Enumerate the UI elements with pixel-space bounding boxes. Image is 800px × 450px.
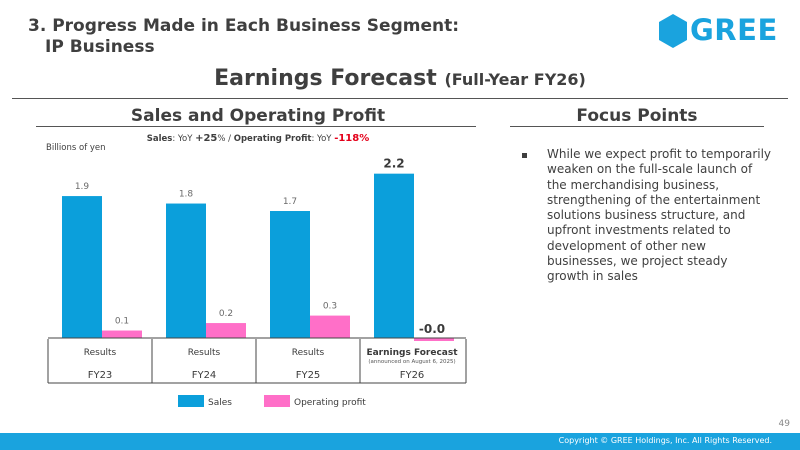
sales-value-label-FY23: 1.9	[75, 182, 90, 192]
yoy-separator: /	[225, 134, 234, 144]
op-profit-bar-FY25	[310, 315, 350, 338]
yoy-op-value: -118	[334, 133, 360, 144]
gree-logo: GREE	[658, 13, 778, 49]
yoy-sales-value: +25	[195, 133, 218, 144]
page-title: Earnings Forecast (Full-Year FY26)	[0, 66, 800, 91]
legend-label-op-profit: Operating profit	[294, 398, 366, 408]
op-profit-value-label-FY25: 0.3	[323, 302, 337, 312]
chart-heading: Sales and Operating Profit	[130, 106, 386, 126]
focus-heading: Focus Points	[576, 106, 698, 126]
yoy-sales-pct: %	[217, 134, 226, 144]
logo-text: GREE	[690, 13, 778, 47]
period-note-FY26: (announced on August 6, 2025)	[368, 359, 455, 365]
op-profit-bar-FY23	[102, 330, 142, 338]
sales-value-label-FY25: 1.7	[283, 197, 297, 207]
category-label-FY25: FY25	[296, 370, 321, 381]
period-label-FY26: Earnings Forecast	[366, 348, 458, 358]
page-title-sub: (Full-Year FY26)	[444, 70, 586, 89]
op-profit-value-label-FY24: 0.2	[219, 309, 233, 319]
legend-swatch-op-profit	[264, 395, 290, 407]
sales-value-label-FY24: 1.8	[179, 190, 194, 200]
yoy-op-prefix: : YoY	[311, 134, 335, 144]
yoy-sales-prefix: : YoY	[172, 134, 196, 144]
period-label-FY23: Results	[84, 348, 117, 358]
category-label-FY23: FY23	[88, 370, 113, 381]
chart-heading-divider	[36, 126, 476, 127]
yoy-sales-label: Sales	[146, 134, 173, 144]
section-title-line1: 3. Progress Made in Each Business Segmen…	[28, 16, 460, 36]
focus-heading-divider	[510, 126, 764, 127]
page-title-main: Earnings Forecast	[214, 66, 437, 91]
period-label-FY25: Results	[292, 348, 325, 358]
category-label-FY26: FY26	[400, 370, 425, 381]
sales-bar-FY26	[374, 173, 414, 338]
category-label-FY24: FY24	[192, 370, 217, 381]
op-profit-bar-FY24	[206, 323, 246, 338]
focus-bullet-item: While we expect profit to temporarily we…	[522, 147, 772, 285]
footer-bar: Copyright © GREE Holdings, Inc. All Righ…	[0, 433, 800, 450]
square-bullet-icon	[522, 153, 527, 158]
op-profit-value-label-FY23: 0.1	[115, 317, 129, 327]
hexagon-logo-icon	[659, 14, 687, 48]
title-divider	[12, 98, 788, 99]
op-profit-bar-FY26	[414, 338, 454, 341]
section-title: 3. Progress Made in Each Business Segmen…	[28, 16, 459, 58]
op-profit-value-label-FY26: -0.0	[419, 322, 445, 336]
period-label-FY24: Results	[188, 348, 221, 358]
yoy-summary: Sales: YoY +25% / Operating Profit: YoY …	[40, 133, 476, 144]
sales-value-label-FY26: 2.2	[383, 157, 404, 171]
sales-bar-FY25	[270, 211, 310, 338]
copyright-text: Copyright © GREE Holdings, Inc. All Righ…	[558, 436, 772, 445]
legend-label-sales: Sales	[208, 398, 232, 408]
units-label: Billions of yen	[46, 143, 106, 153]
section-title-line2: IP Business	[45, 37, 155, 57]
page-number: 49	[778, 419, 790, 429]
sales-bar-FY24	[166, 203, 206, 338]
yoy-op-label: Operating Profit	[233, 134, 312, 144]
yoy-op-pct: %	[359, 133, 370, 144]
focus-bullet-text: While we expect profit to temporarily we…	[547, 147, 772, 284]
sales-bar-FY23	[62, 196, 102, 338]
legend-swatch-sales	[178, 395, 204, 407]
